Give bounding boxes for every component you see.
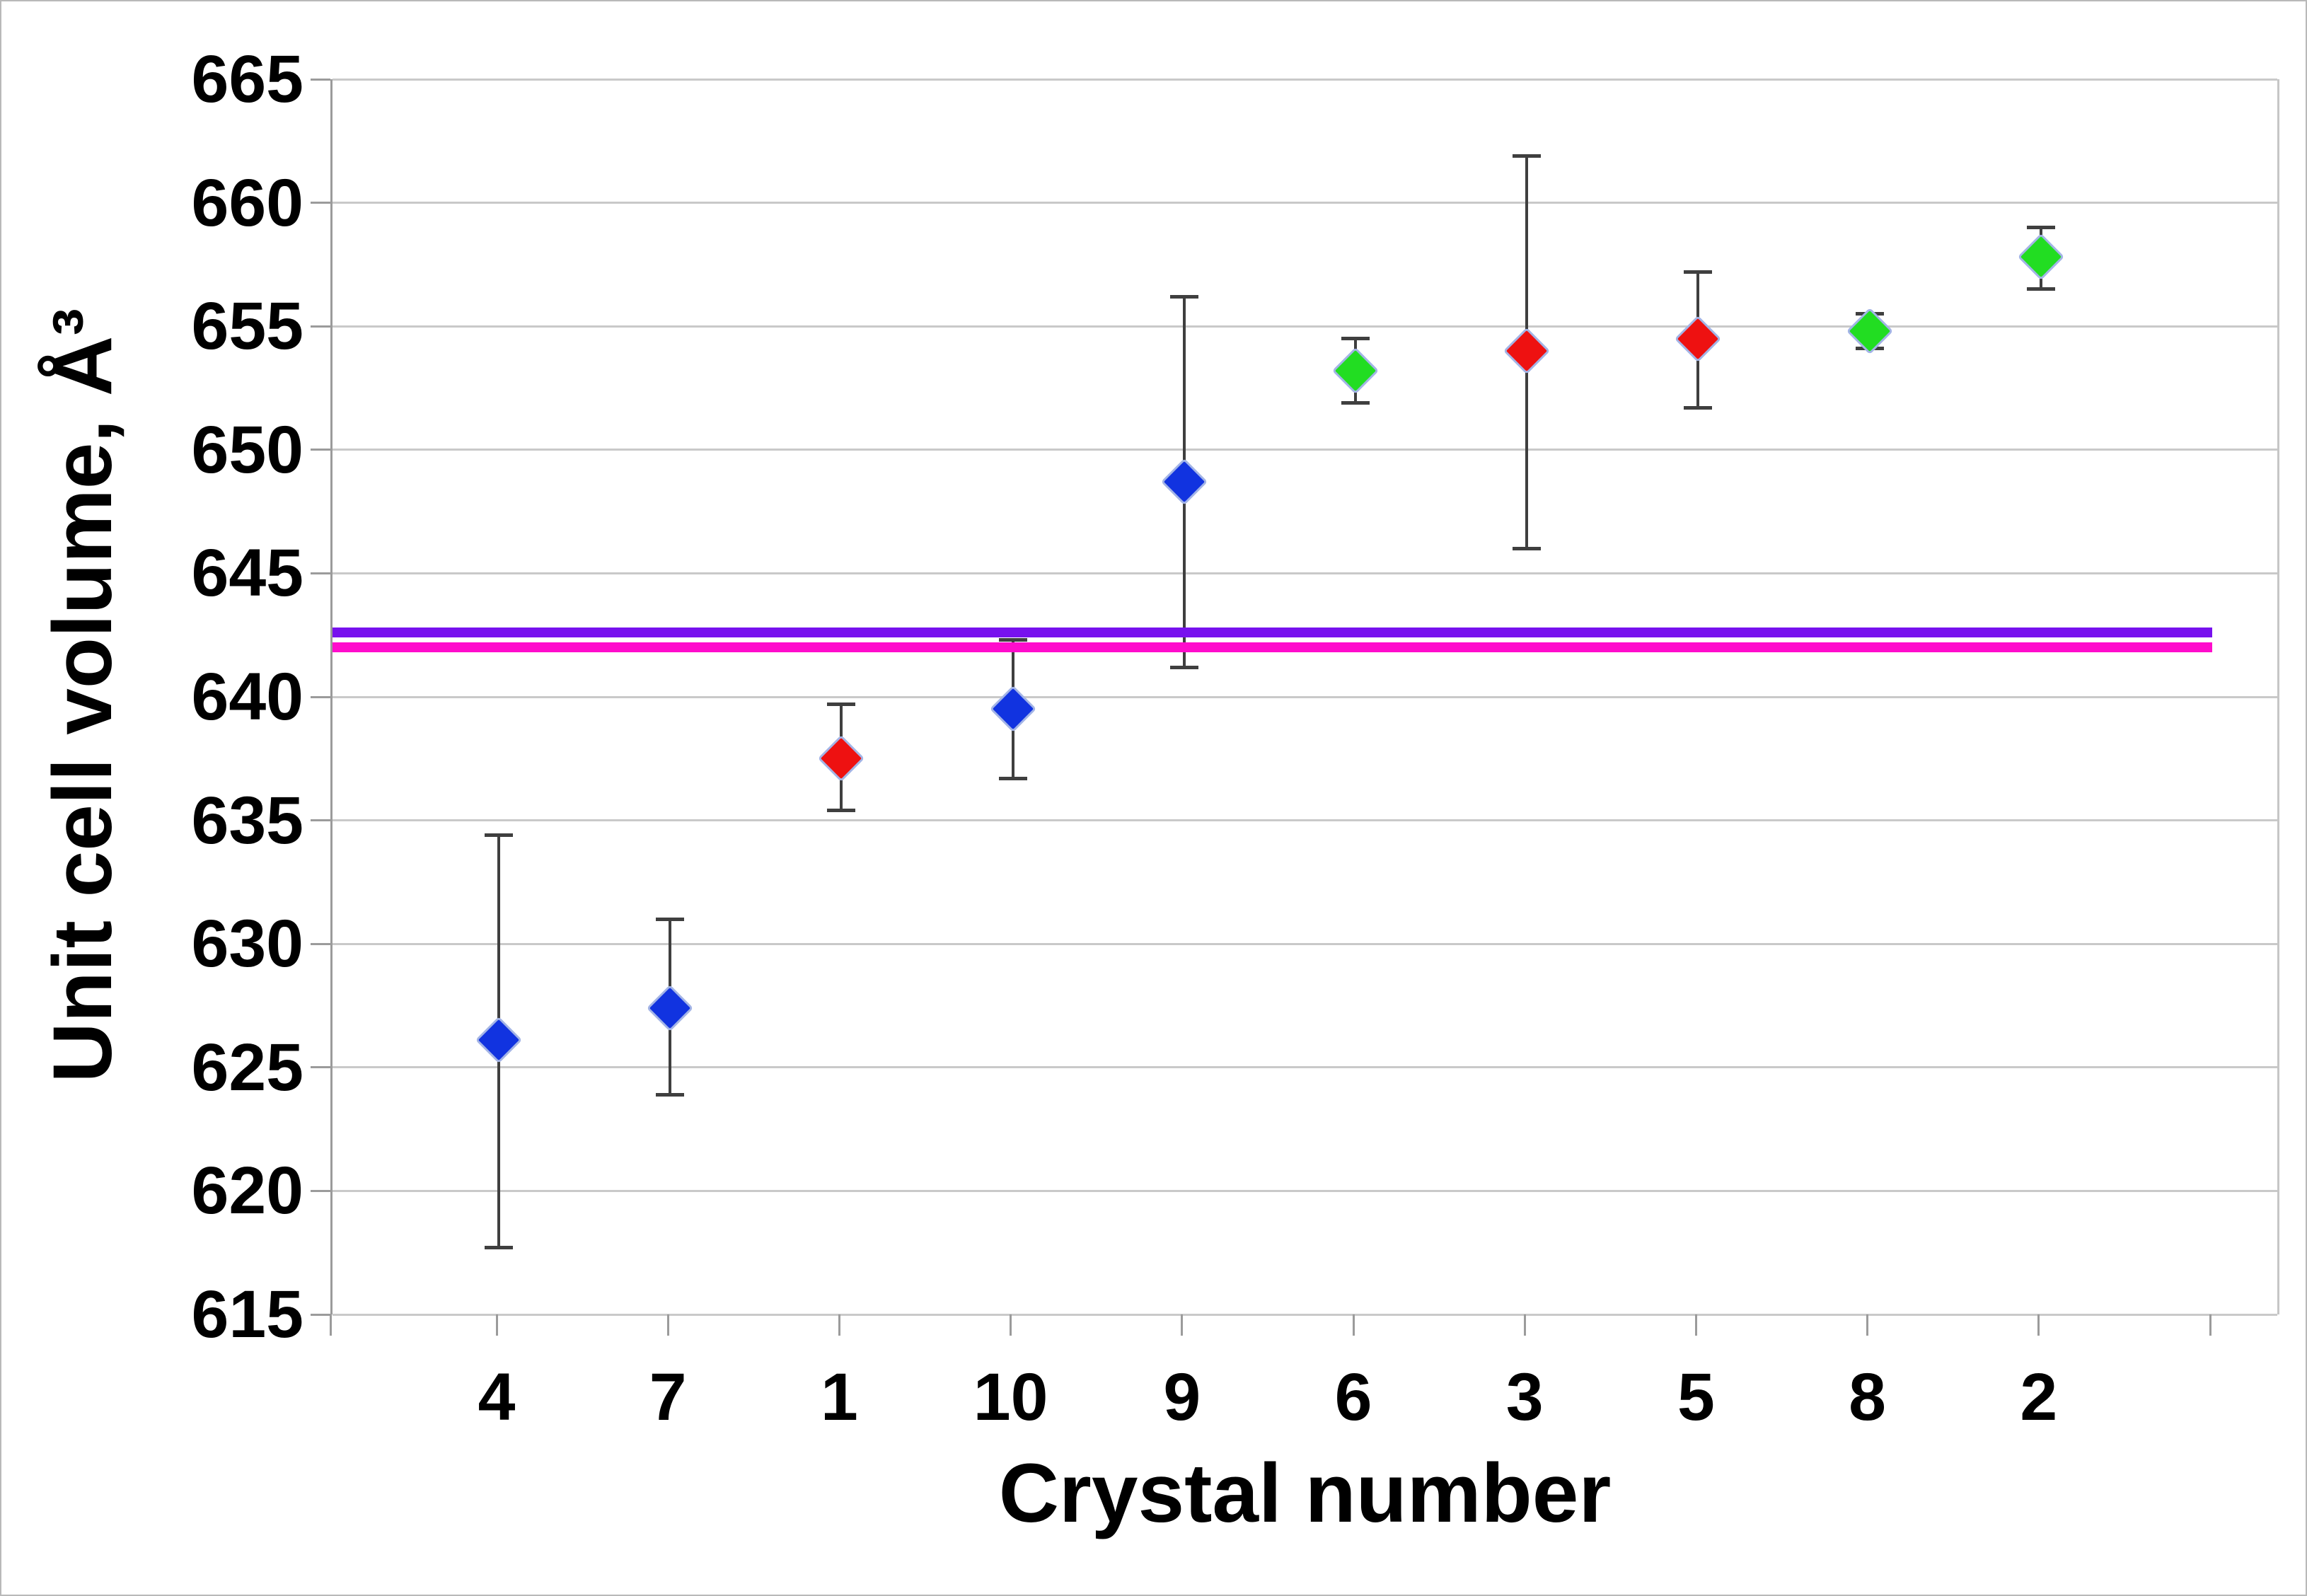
gridline <box>333 1189 2277 1192</box>
error-bar-cap <box>1169 665 1198 669</box>
gridline <box>333 819 2277 822</box>
y-axis-tick <box>311 819 330 822</box>
error-bar-cap <box>485 833 513 838</box>
gridline <box>333 202 2277 204</box>
error-bar-cap <box>656 917 685 921</box>
gridline <box>333 1066 2277 1069</box>
x-axis-tick <box>1010 1314 1012 1336</box>
error-bar-cap <box>827 809 856 813</box>
error-bar-cap <box>656 1092 685 1097</box>
y-axis-tick <box>311 202 330 204</box>
gridline <box>333 572 2277 574</box>
x-tick-label: 9 <box>1163 1360 1201 1435</box>
x-tick-label: 4 <box>478 1360 516 1435</box>
y-axis-tick <box>311 78 330 81</box>
green-diamond-marker-2 <box>2017 233 2065 281</box>
red-diamond-marker-1 <box>818 735 865 782</box>
x-tick-label: 2 <box>2020 1360 2058 1435</box>
y-axis-tick <box>311 942 330 945</box>
error-bar-cap <box>1513 546 1542 550</box>
y-tick-label: 655 <box>191 289 303 364</box>
y-tick-label: 630 <box>191 906 303 982</box>
x-axis-tick <box>2037 1314 2040 1336</box>
red-diamond-marker-3 <box>1503 327 1551 375</box>
green-diamond-marker-6 <box>1331 347 1380 395</box>
y-tick-label: 635 <box>191 782 303 858</box>
y-axis-tick <box>311 1066 330 1069</box>
x-tick-label: 3 <box>1505 1360 1544 1435</box>
blue-diamond-marker-4 <box>475 1017 523 1064</box>
blue-diamond-marker-10 <box>989 686 1036 733</box>
red-diamond-marker-5 <box>1675 315 1722 362</box>
y-axis-tick <box>311 325 330 328</box>
x-tick-label: 8 <box>1849 1360 1887 1435</box>
y-axis-tick <box>311 695 330 698</box>
gridline <box>333 942 2277 945</box>
gridline <box>333 449 2277 451</box>
gridline <box>333 1313 2277 1316</box>
error-bar-cap <box>1513 154 1542 158</box>
y-tick-label: 625 <box>191 1029 303 1105</box>
error-bar-cap <box>1169 294 1198 299</box>
x-axis-tick <box>666 1314 669 1336</box>
x-axis-tick <box>1694 1314 1697 1336</box>
error-bar-cap <box>1341 400 1370 405</box>
green-diamond-marker-8 <box>1846 307 1893 355</box>
error-bar-cap <box>1684 270 1713 274</box>
y-axis-tick <box>311 1189 330 1192</box>
blue-diamond-marker-9 <box>1160 458 1208 506</box>
error-bar-cap <box>1341 337 1370 341</box>
x-axis-tick <box>838 1314 840 1336</box>
error-bar-cap <box>827 702 856 706</box>
purple-reference-line <box>333 628 2212 638</box>
y-tick-label: 660 <box>191 165 303 241</box>
magenta-reference-line <box>333 642 2212 653</box>
x-axis-title: Crystal number <box>998 1447 1612 1540</box>
gridline <box>333 325 2277 328</box>
y-axis-stub <box>329 1314 332 1336</box>
x-tick-label: 5 <box>1677 1360 1715 1435</box>
error-bar-cap <box>2026 226 2055 230</box>
error-bar-cap <box>485 1246 513 1250</box>
y-axis-tick <box>311 1313 330 1316</box>
error-bar-cap <box>1684 405 1713 410</box>
y-axis-tick <box>311 449 330 451</box>
y-tick-label: 650 <box>191 412 303 487</box>
x-axis-tick <box>1523 1314 1526 1336</box>
x-tick-label: 10 <box>973 1360 1048 1435</box>
plot-area <box>330 78 2279 1316</box>
x-axis-tick <box>1866 1314 1869 1336</box>
blue-diamond-marker-7 <box>646 984 694 1032</box>
x-axis-tick <box>1352 1314 1355 1336</box>
y-tick-label: 645 <box>191 536 303 611</box>
y-axis-tick <box>311 572 330 574</box>
y-tick-label: 615 <box>191 1277 303 1352</box>
x-tick-label: 7 <box>649 1360 687 1435</box>
x-axis-tick <box>495 1314 498 1336</box>
error-bar-cap <box>998 638 1027 642</box>
y-tick-label: 640 <box>191 659 303 734</box>
gridline <box>333 695 2277 698</box>
y-tick-label: 665 <box>191 42 303 117</box>
x-tick-label: 6 <box>1334 1360 1372 1435</box>
error-bar-cap <box>2026 287 2055 291</box>
gridline <box>333 78 2277 81</box>
x-axis-tick <box>2209 1314 2211 1336</box>
x-tick-label: 1 <box>820 1360 858 1435</box>
error-bar-cap <box>998 776 1027 780</box>
x-axis-tick <box>1181 1314 1184 1336</box>
y-tick-label: 620 <box>191 1153 303 1229</box>
